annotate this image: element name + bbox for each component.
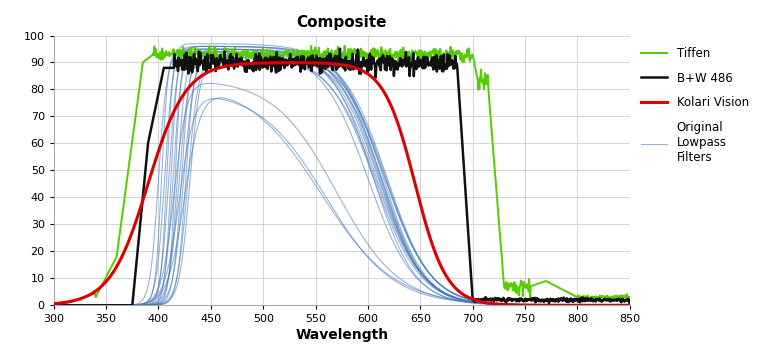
X-axis label: Wavelength: Wavelength [295, 328, 389, 343]
Kolari Vision [625, 303, 634, 307]
Title: Composite: Composite [296, 15, 387, 30]
Kolari Vision [49, 301, 58, 306]
B+W 486 [93, 303, 102, 307]
Line: Original
Lowpass
Filters: Original Lowpass Filters [54, 52, 630, 305]
Original
Lowpass
Filters [557, 303, 566, 307]
Tiffen [77, 296, 86, 300]
Kolari Vision [91, 289, 101, 293]
B+W 486 [49, 303, 58, 307]
Tiffen [340, 44, 349, 48]
Original
Lowpass
Filters [49, 303, 58, 307]
Tiffen [603, 295, 612, 299]
Original
Lowpass
Filters [192, 50, 201, 54]
Kolari Vision [558, 303, 568, 307]
Original
Lowpass
Filters [449, 297, 458, 301]
Tiffen [49, 302, 58, 307]
Line: Kolari Vision: Kolari Vision [54, 63, 630, 305]
Legend: Tiffen, B+W 486, Kolari Vision, Original
Lowpass
Filters: Tiffen, B+W 486, Kolari Vision, Original… [641, 47, 749, 164]
Original
Lowpass
Filters [313, 75, 322, 79]
Line: Tiffen: Tiffen [54, 46, 630, 305]
Kolari Vision [449, 284, 458, 288]
B+W 486 [195, 59, 204, 63]
Kolari Vision [313, 61, 322, 65]
Tiffen [625, 303, 634, 307]
B+W 486 [625, 303, 634, 307]
Tiffen [288, 50, 297, 55]
Original
Lowpass
Filters [272, 54, 281, 59]
B+W 486 [603, 298, 612, 302]
Kolari Vision [270, 61, 280, 65]
Tiffen [195, 55, 204, 59]
Kolari Vision [287, 61, 296, 65]
Original
Lowpass
Filters [91, 303, 101, 307]
B+W 486 [288, 60, 297, 65]
Original
Lowpass
Filters [558, 303, 568, 307]
Tiffen [492, 197, 502, 202]
Kolari Vision [557, 303, 566, 307]
Line: B+W 486: B+W 486 [54, 49, 630, 305]
Original
Lowpass
Filters [625, 303, 634, 307]
B+W 486 [492, 298, 502, 302]
B+W 486 [336, 47, 345, 51]
Tiffen [93, 291, 102, 295]
B+W 486 [77, 303, 86, 307]
